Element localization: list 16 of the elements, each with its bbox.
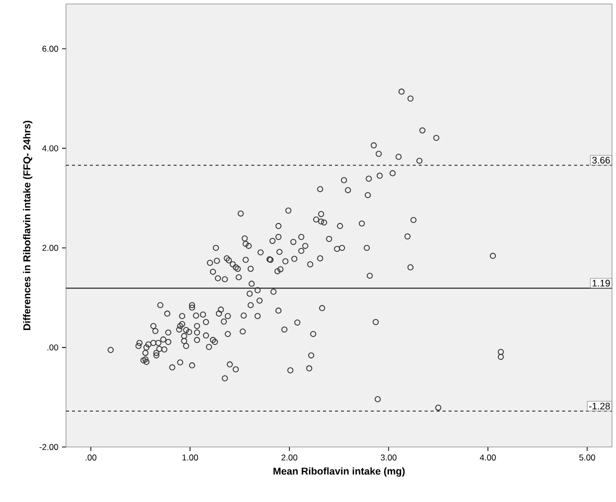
x-tick-label: .00 [86,454,96,460]
x-tick-label: 5.00 [579,454,596,460]
y-axis-title: Differences in Riboflavin intake (FFQ- 24hrs) [23,120,32,330]
y-tick-label: .00 [47,344,58,350]
ref-line-label: 3.66 [592,156,610,164]
ref-line-label: 1.19 [592,280,610,287]
y-tick-label: 2.00 [42,244,58,251]
y-tick-label: -2.00 [40,444,58,450]
x-tick-label: 2.00 [282,454,298,460]
x-tick-label: 4.00 [480,454,496,460]
x-tick-label: 3.00 [380,454,397,460]
y-tick-label: 4.00 [42,145,58,152]
x-axis-title: Mean Riboflavin intake (mg) [274,467,405,477]
y-tick-label: 6.00 [42,46,58,52]
ref-line-label: -1.28 [589,402,610,410]
x-tick-label: 1.00 [182,454,198,460]
